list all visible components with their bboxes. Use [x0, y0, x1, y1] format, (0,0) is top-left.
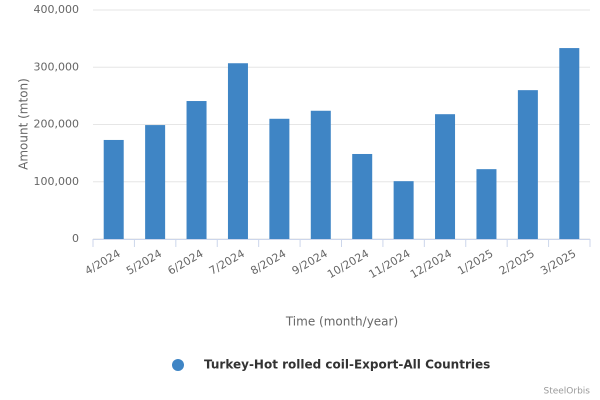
bar: [393, 181, 414, 239]
legend-marker: [172, 359, 184, 371]
y-tick-label: 100,000: [34, 175, 80, 188]
bar: [145, 125, 166, 239]
x-axis-title: Time (month/year): [285, 315, 398, 329]
y-tick-label: 300,000: [34, 60, 80, 73]
bar: [310, 110, 331, 239]
bar: [517, 90, 538, 240]
bar: [103, 139, 124, 239]
legend-label: Turkey-Hot rolled coil-Export-All Countr…: [204, 358, 490, 372]
bar: [352, 153, 373, 239]
y-tick-label: 400,000: [34, 3, 80, 16]
y-axis-title: Amount (mton): [17, 78, 31, 170]
bar: [269, 118, 290, 239]
bar: [186, 101, 207, 239]
bar: [559, 48, 580, 239]
bar: [227, 63, 248, 240]
bar: [435, 114, 456, 239]
bar: [476, 169, 497, 239]
y-tick-label: 0: [72, 232, 79, 245]
credit: SteelOrbis: [543, 387, 590, 397]
y-tick-label: 200,000: [34, 118, 80, 131]
